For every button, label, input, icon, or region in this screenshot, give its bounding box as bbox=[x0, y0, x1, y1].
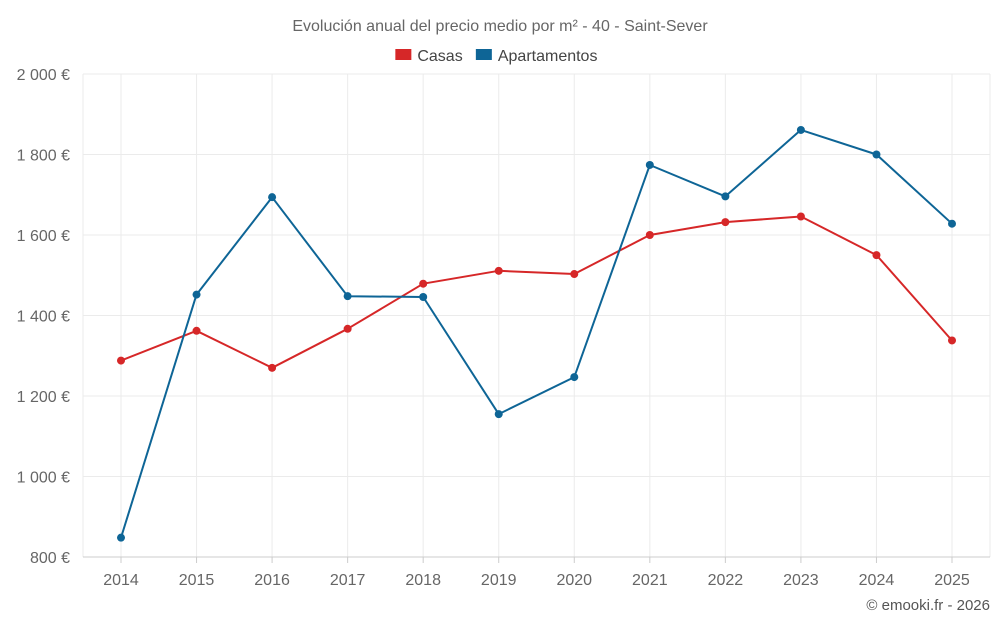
data-point bbox=[192, 326, 201, 335]
data-point bbox=[796, 212, 805, 221]
data-point bbox=[494, 266, 503, 275]
series-line-apartamentos bbox=[120, 128, 953, 538]
y-tick-label: 1 000 € bbox=[17, 470, 70, 487]
chart-title: Evolución anual del precio medio por m² … bbox=[292, 18, 708, 35]
data-point bbox=[192, 290, 201, 299]
data-point bbox=[721, 218, 730, 227]
x-tick-label: 2016 bbox=[254, 572, 290, 589]
data-point bbox=[268, 193, 277, 202]
data-point bbox=[343, 292, 352, 301]
credit-text: © emooki.fr - 2026 bbox=[866, 597, 990, 614]
x-tick-label: 2025 bbox=[934, 572, 970, 589]
grid bbox=[82, 73, 991, 557]
series-casas bbox=[117, 212, 956, 372]
x-tick-label: 2014 bbox=[103, 572, 139, 589]
data-point bbox=[645, 231, 654, 239]
y-tick-label: 2 000 € bbox=[17, 67, 70, 84]
x-tick-label: 2023 bbox=[783, 572, 819, 589]
data-point bbox=[494, 410, 503, 419]
legend: Casas Apartamentos bbox=[395, 48, 597, 65]
x-tick-label: 2015 bbox=[179, 572, 215, 589]
data-point bbox=[872, 251, 881, 260]
data-point bbox=[419, 292, 428, 301]
data-point bbox=[948, 219, 956, 228]
x-tick-label: 2021 bbox=[632, 572, 668, 589]
x-tick-label: 2018 bbox=[405, 572, 441, 589]
x-tick-label: 2024 bbox=[859, 572, 895, 589]
y-tick-label: 1 600 € bbox=[17, 228, 70, 245]
legend-swatch bbox=[475, 49, 492, 60]
x-tick-label: 2020 bbox=[556, 572, 592, 589]
legend-label: Apartamentos bbox=[498, 48, 598, 65]
legend-label: Casas bbox=[417, 48, 462, 65]
data-point bbox=[570, 270, 579, 279]
data-point bbox=[721, 192, 730, 201]
x-tick-label: 2019 bbox=[481, 572, 517, 589]
legend-swatch bbox=[395, 49, 412, 60]
data-point bbox=[419, 279, 428, 288]
data-point bbox=[645, 160, 654, 169]
data-point bbox=[343, 324, 352, 333]
y-tick-label: 1 400 € bbox=[17, 309, 70, 326]
y-tick-label: 1 800 € bbox=[17, 148, 70, 165]
axes: 800 € 1 000 € 1 200 € 1 400 € 1 600 € 1 800 €… bbox=[17, 67, 990, 589]
series-layer bbox=[117, 125, 956, 542]
x-tick-label: 2017 bbox=[330, 572, 366, 589]
series-line-casas bbox=[120, 215, 953, 369]
series-apartamentos bbox=[117, 125, 956, 542]
data-point bbox=[117, 533, 125, 542]
y-tick-label: 800 € bbox=[30, 550, 70, 567]
data-point bbox=[570, 373, 579, 382]
y-tick-label: 1 200 € bbox=[17, 389, 70, 406]
x-tick-label: 2022 bbox=[708, 572, 744, 589]
data-point bbox=[268, 363, 277, 372]
data-point bbox=[796, 125, 805, 134]
data-point bbox=[948, 336, 956, 345]
data-point bbox=[872, 150, 881, 159]
data-point bbox=[117, 356, 125, 365]
